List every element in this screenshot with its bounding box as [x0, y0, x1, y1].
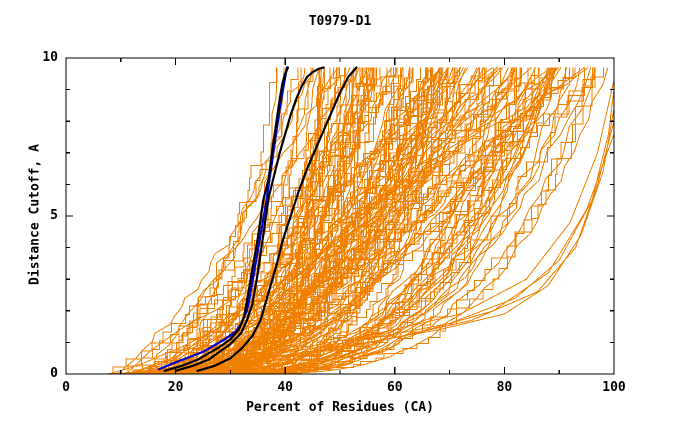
ensemble-curve [130, 67, 485, 375]
x-tick-label: 40 [277, 380, 294, 395]
x-tick-label: 0 [62, 380, 70, 395]
ensemble-curve [144, 67, 595, 375]
ensemble-curve [114, 67, 433, 375]
ensemble-curve [180, 67, 432, 375]
ensemble-curve [176, 67, 557, 375]
ensemble-curve-tail [131, 80, 615, 373]
ensemble-curve [108, 67, 553, 375]
highlight-curve-black-highlight-1 [163, 66, 290, 372]
ensemble-curve [197, 67, 551, 375]
chart-title: T0979-D1 [308, 14, 372, 29]
ensemble-curve [136, 67, 442, 375]
x-tick-label: 80 [496, 380, 513, 395]
ensemble-curve [204, 67, 556, 375]
ensemble-curve [160, 67, 460, 375]
axis-layer [65, 57, 615, 375]
x-tick-label: 60 [386, 380, 403, 395]
ensemble-curve [213, 67, 411, 375]
x-tick-label: 100 [602, 380, 626, 395]
y-tick-label: 5 [50, 208, 58, 223]
ensemble-curve [118, 67, 339, 375]
ensemble-curve [236, 67, 486, 375]
ensemble-curve [166, 67, 443, 375]
highlight-curve-black-highlight-2 [174, 66, 325, 372]
ensemble-curve [179, 67, 345, 375]
ensemble-curve [183, 67, 306, 375]
highlight-curve-black-highlight-3 [196, 66, 358, 372]
ensemble-curve [148, 67, 455, 375]
ensemble-curve [144, 67, 574, 375]
ensemble-curve [199, 67, 494, 375]
x-axis-title: Percent of Residues (CA) [246, 400, 434, 415]
ensemble-curve-tail [175, 133, 615, 372]
ensemble-curve [165, 67, 312, 375]
ensemble-curve [230, 67, 499, 375]
ensemble-curve [203, 67, 440, 375]
ensemble-curve [182, 67, 581, 375]
x-tick-label: 20 [167, 380, 184, 395]
series-layer [103, 66, 615, 375]
highlight-curve-blue-highlight [158, 66, 288, 371]
ensemble-curve [217, 67, 322, 375]
ensemble-curve-tail [153, 108, 615, 373]
ensemble-curve [229, 67, 609, 375]
ensemble-curve [144, 67, 357, 375]
ensemble-curve [213, 67, 411, 375]
ensemble-curve [234, 67, 571, 375]
ensemble-curve [157, 67, 374, 375]
ensemble-curve [108, 67, 364, 375]
ensemble-curve [114, 67, 278, 375]
ensemble-curve [234, 67, 550, 375]
ensemble-curve [225, 67, 509, 375]
y-tick-label: 0 [50, 366, 58, 381]
ensemble-curve [226, 67, 323, 375]
ensemble-curve-tail [164, 121, 615, 372]
ensemble-curve [201, 67, 556, 375]
y-tick-label: 10 [42, 50, 58, 65]
ensemble-curve [179, 67, 550, 375]
